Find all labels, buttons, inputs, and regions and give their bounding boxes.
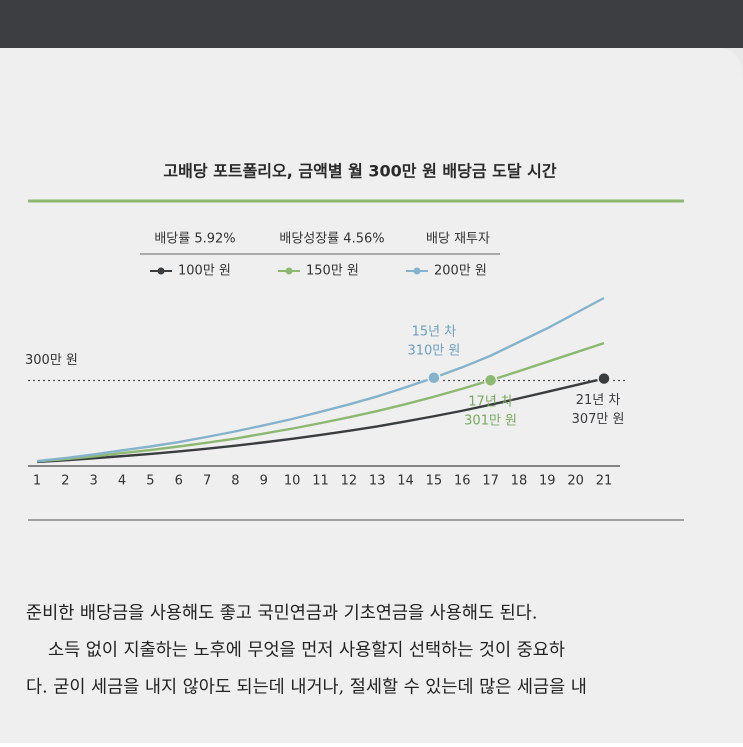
body-text: 다. 굳이 세금을 내지 않아도 되는데 내거나, 절세할 수 있는데 많은 세… [26, 678, 587, 698]
x-tick-label: 21 [596, 474, 613, 489]
subtitle: 배당성장률 4.56% [279, 232, 384, 247]
x-tick-label: 14 [397, 474, 414, 489]
annotation: 15년 차 [412, 324, 457, 339]
x-tick-label: 9 [260, 474, 268, 489]
series-line [36, 341, 605, 463]
x-tick-label: 18 [511, 474, 528, 489]
book-page [0, 48, 743, 743]
x-tick-label: 10 [284, 474, 301, 489]
legend-dot [285, 267, 293, 275]
x-tick-label: 7 [203, 474, 211, 489]
x-tick-label: 15 [426, 474, 443, 489]
x-tick-label: 16 [454, 474, 471, 489]
legend-label: 100만 원 [178, 264, 231, 279]
highlight-point [483, 373, 498, 387]
x-tick-label: 19 [539, 474, 556, 489]
x-tick-label: 12 [341, 474, 358, 489]
subtitle: 배당 재투자 [426, 232, 490, 247]
desk-strip [0, 0, 743, 48]
x-tick-label: 6 [175, 474, 183, 489]
x-tick-label: 2 [61, 474, 69, 489]
legend-dot [157, 267, 165, 275]
x-tick-label: 3 [90, 474, 98, 489]
x-tick-label: 4 [118, 474, 126, 489]
legend-label: 200만 원 [434, 264, 487, 279]
x-tick-label: 13 [369, 474, 386, 489]
x-tick-label: 1 [33, 474, 41, 489]
x-tick-label: 8 [231, 474, 239, 489]
body-text: 준비한 배당금을 사용해도 좋고 국민연금과 기초연금을 사용해도 된다. [26, 604, 537, 624]
legend-label: 150만 원 [306, 264, 359, 279]
reference-label: 300만 원 [25, 353, 78, 368]
series-line [36, 377, 605, 464]
x-tick-label: 11 [312, 474, 329, 489]
annotation: 307만 원 [572, 412, 625, 427]
highlight-point [427, 371, 441, 385]
chart-title: 고배당 포트폴리오, 금액별 월 300만 원 배당금 도달 시간 [163, 162, 556, 181]
annotation: 310만 원 [407, 343, 460, 358]
series-line [36, 296, 605, 463]
x-tick-label: 5 [146, 474, 154, 489]
x-tick-label: 20 [567, 474, 584, 489]
annotation: 21년 차 [576, 393, 621, 408]
annotation: 301만 원 [464, 414, 517, 429]
x-tick-label: 17 [482, 474, 499, 489]
legend-dot [413, 267, 421, 275]
highlight-point [597, 371, 611, 386]
subtitle: 배당률 5.92% [154, 232, 235, 247]
annotation: 17년 차 [468, 395, 513, 410]
body-text: 소득 없이 지출하는 노후에 무엇을 먼저 사용할지 선택하는 것이 중요하 [48, 641, 565, 661]
